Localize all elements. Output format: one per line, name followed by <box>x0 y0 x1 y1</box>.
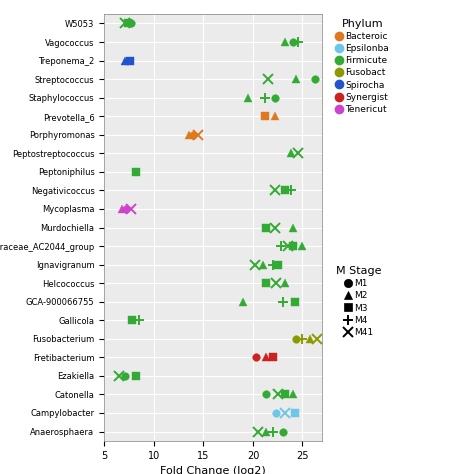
Legend: M1, M2, M3, M4, M41: M1, M2, M3, M4, M41 <box>337 266 382 337</box>
X-axis label: Fold Change (log2): Fold Change (log2) <box>160 466 266 474</box>
